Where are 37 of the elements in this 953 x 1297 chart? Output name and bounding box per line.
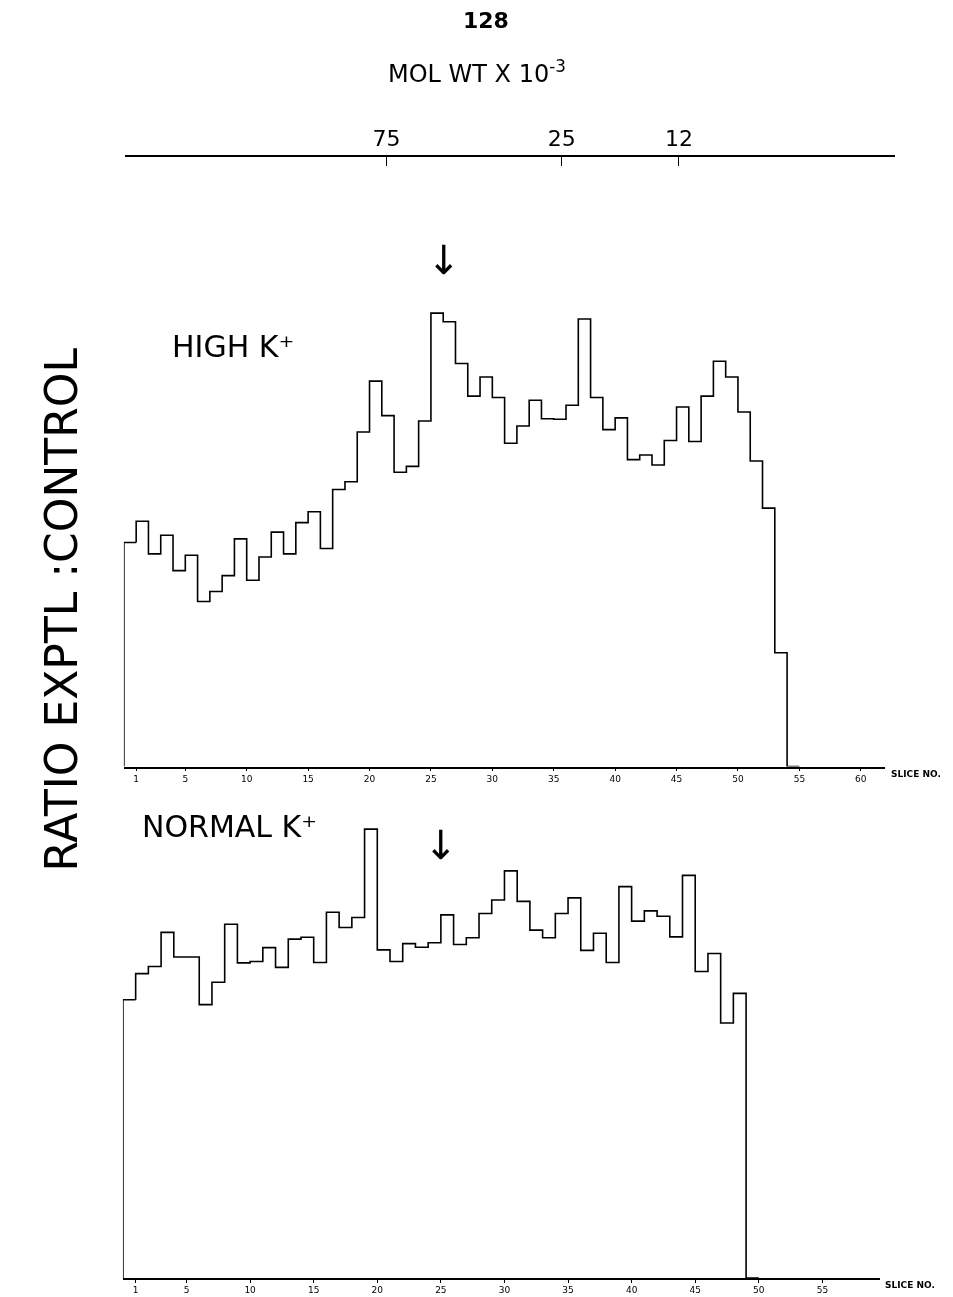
chart-title: NORMAL K⁺ [142,809,318,844]
x-tick-label: 25 [435,1285,447,1296]
x-tick-label: 50 [732,774,744,785]
x-tick-label: 40 [609,774,622,785]
x-tick-label: 1 [133,774,140,785]
x2-tick-label: 25 [547,126,576,152]
x-tick-label: 5 [182,774,189,785]
x-tick-label: 30 [486,774,499,785]
x-tick-label: 10 [244,1285,257,1296]
x-axis-title: SLICE NO. [891,769,941,779]
x-tick-label: 15 [307,1285,320,1296]
x-tick-label: 50 [753,1285,765,1296]
x-tick-label: 55 [816,1285,829,1296]
x2-axis-title: MOL WT X 10$^{-3}$ [388,56,566,89]
x-tick-label: 60 [855,774,867,785]
x2-tick-label: 75 [372,126,401,152]
x2-tick-label: 12 [664,126,693,152]
x-tick-label: 35 [548,774,560,785]
x-tick-label: 45 [689,1285,701,1296]
annotation: ↓ [424,822,458,868]
x-axis-title: SLICE NO. [885,1280,935,1290]
x-tick-label: 55 [793,774,806,785]
x-tick-label: 15 [302,774,314,785]
text: ↓ [427,237,461,283]
y-axis-title: RATIO EXPTL :CONTROL [36,347,88,872]
x-tick-label: 5 [183,1285,190,1296]
text: 128 [463,8,509,33]
x-tick-label: 30 [498,1285,511,1296]
x-tick-label: 40 [625,1285,638,1296]
x-tick-label: 20 [371,1285,384,1296]
x-tick-label: 10 [240,774,253,785]
text: HIGH K⁺ [172,329,295,364]
x-tick-label: 1 [132,1285,139,1296]
x-tick-label: 35 [562,1285,574,1296]
x-tick-label: 45 [670,774,683,785]
x-tick-label: 20 [363,774,376,785]
x-tick-label: 25 [425,774,437,785]
